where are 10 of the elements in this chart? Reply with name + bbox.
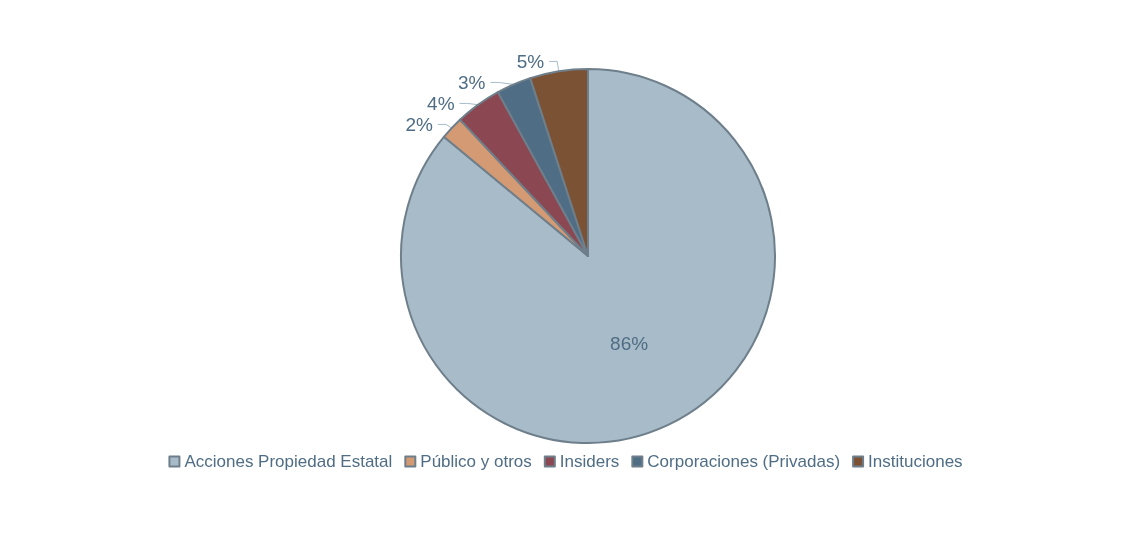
- legend-label: Insiders: [559, 452, 620, 471]
- data-label: 5%: [516, 50, 545, 72]
- legend-label: Público y otros: [420, 452, 532, 471]
- data-label: 4%: [427, 92, 455, 114]
- legend-label: Instituciones: [868, 452, 963, 471]
- data-label: 3%: [457, 71, 486, 93]
- data-label: 86%: [610, 332, 649, 354]
- legend-label: Corporaciones (Privadas): [647, 452, 841, 471]
- legend-label: Acciones Propiedad Estatal: [184, 452, 393, 471]
- data-label: 2%: [405, 113, 433, 135]
